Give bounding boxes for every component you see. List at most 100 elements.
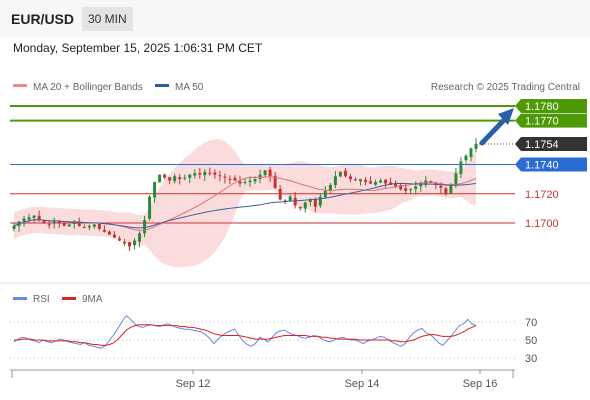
candle-body [218,175,222,177]
candle-body [87,225,91,228]
bollinger-bands [14,139,476,268]
rsi-ma-legend-swatch [62,297,76,300]
candle-body [328,184,332,192]
candle-body [469,148,473,158]
candle-body [449,184,453,194]
symbol-label: EUR/USD [11,11,75,27]
moving-averages [13,176,477,231]
candle-body [308,199,312,202]
candle-body [238,181,242,184]
rsi-ma-legend-label: 9MA [82,294,103,305]
candle-body [163,174,167,178]
candle-body [158,174,162,183]
ma50-legend-label: MA 50 [175,82,204,93]
candle-body [333,176,337,185]
ma50-legend-swatch [155,84,169,87]
candle-body [62,223,66,226]
datetime-label: Monday, September 15, 2025 1:06:31 PM CE… [13,41,263,55]
level-label: 1.1740 [525,160,559,172]
forecast-arrow [479,108,514,146]
rsi-panel: 70 50 30 [10,314,537,365]
candle-body [47,224,51,226]
candle-body [112,234,116,238]
level-tag [515,113,587,128]
candle-body [318,196,322,206]
candle-body [173,176,177,182]
candle-body [77,222,81,226]
candle-body [464,155,468,161]
candle-body [57,221,61,223]
candle-body [288,196,292,202]
candle-body [228,178,232,180]
rsi-legend-swatch [13,297,27,300]
candle-body [213,172,217,175]
candle-body [42,220,46,223]
level-tag [515,137,587,152]
level-label: 1.1780 [525,101,559,113]
x-axis: Sep 12 Sep 14 Sep 16 [10,369,515,390]
timeframe-button[interactable]: 30 MIN [82,7,133,31]
candle-body [429,181,433,183]
candle-body [67,224,71,227]
candle-body [404,188,408,191]
chart-header: EUR/USD 30 MIN [0,0,590,37]
rsi-ma-line [14,324,477,346]
candle-body [138,233,142,242]
candle-body [133,240,137,246]
candle-body [374,182,378,185]
candle-body [348,176,352,180]
candle-body [117,238,121,241]
candle-body [394,183,398,187]
level-label: 1.1700 [525,218,559,230]
level-tag [515,99,587,113]
rsi-tick-label: 30 [525,353,537,365]
candle-body [102,229,106,232]
level-label: 1.1754 [525,139,559,151]
rsi-tick-label: 50 [525,335,537,347]
candle-body [379,180,383,183]
candle-body [27,217,31,220]
candle-body [223,176,227,178]
candle-body [208,172,212,174]
candle-body [323,190,327,198]
candle-body [419,183,423,187]
candle-body [188,174,192,178]
candle-body [303,202,307,209]
candle-body [183,177,187,179]
bb-legend-label: MA 20 + Bollinger Bands [33,82,143,93]
candle-body [143,220,147,234]
candle-body [293,197,297,206]
candle-body [474,144,478,149]
candle-body [32,215,36,218]
candle-body [148,196,152,219]
candle-body [313,199,317,207]
candle-body [273,175,277,188]
candle-body [298,206,302,209]
candle-body [82,227,86,229]
candle-body [168,177,172,181]
candle-body [409,189,413,191]
level-label: 1.1720 [525,189,559,201]
candle-body [263,170,267,176]
x-tick-label: Sep 14 [345,378,380,390]
candle-body [258,174,262,179]
candle-body [268,169,272,177]
candle-body [278,188,282,200]
rsi-line [13,314,477,349]
candle-body [22,218,26,222]
level-label: 1.1770 [525,116,559,128]
candle-body [399,185,403,190]
candle-body [414,186,418,189]
candle-body [353,179,357,181]
candle-body [198,173,202,175]
candle-body [52,221,56,224]
x-tick-label: Sep 16 [463,378,498,390]
candle-body [359,179,362,182]
credit-label: Research © 2025 Trading Central [431,82,580,93]
candle-body [253,179,257,182]
x-tick-label: Sep 12 [176,378,211,390]
candle-body [203,171,207,176]
rsi-legend-label: RSI [33,294,50,305]
candle-body [37,215,41,221]
candle-body [283,200,287,202]
